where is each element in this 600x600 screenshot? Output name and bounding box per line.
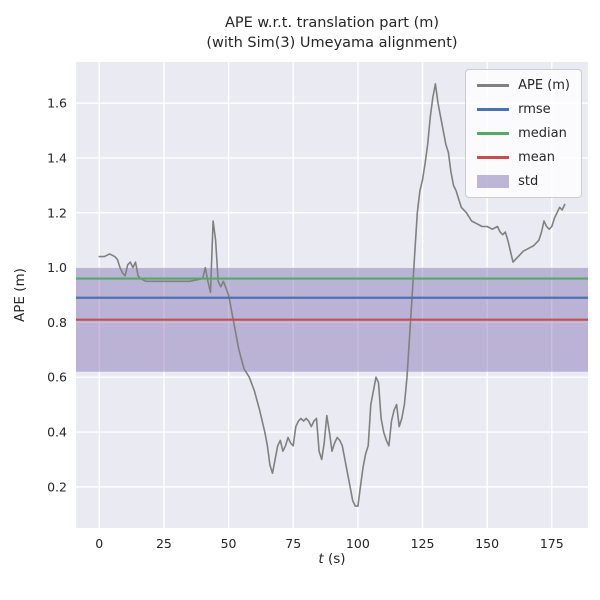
y-tick-label: 0.4 [47,425,67,440]
x-tick-label: 175 [540,536,564,551]
x-axis-label-symbol: t [318,551,324,567]
y-tick-label: 1.4 [47,150,67,165]
y-tick-label: 0.8 [47,315,67,330]
y-axis-label: APE (m) [12,268,28,322]
ape-line [98,83,566,507]
x-tick-label: 125 [411,536,435,551]
x-tick-label: 0 [95,536,103,551]
x-tick-label: 75 [285,536,301,551]
legend-item-rmse: rmse [477,101,570,118]
mean-line-sample [477,156,510,159]
legend-label-ape: APE (m) [518,78,570,93]
x-axis-label-unit: (s) [323,551,346,567]
legend: APE (m) rmse median mean std [465,69,582,198]
y-tick-label: 0.2 [47,479,67,494]
x-tick-label: 150 [475,536,499,551]
legend-label-mean: mean [518,150,555,165]
legend-label-median: median [518,126,567,141]
y-tick-label: 1.6 [47,96,67,111]
legend-label-std: std [518,174,539,189]
chart-title-line2: (with Sim(3) Umeyama alignment) [206,35,458,52]
y-tick-label: 1.0 [47,260,67,275]
legend-item-median: median [477,125,570,142]
chart-title-line1: APE w.r.t. translation part (m) [224,15,440,31]
x-tick-label: 50 [221,536,237,551]
y-tick-label: 0.6 [47,370,67,385]
x-tick-label: 100 [346,536,370,551]
median-line-sample [477,132,510,135]
legend-item-mean: mean [477,149,570,166]
legend-item-std: std [477,173,570,190]
chart-title: APE w.r.t. translation part (m) (with Si… [76,13,588,54]
legend-item-ape: APE (m) [477,77,570,94]
legend-label-rmse: rmse [518,102,551,117]
x-axis-label: t (s) [76,551,588,567]
x-tick-label: 25 [156,536,172,551]
rmse-line-sample [477,108,510,111]
ape-line-sample [477,84,510,87]
y-tick-label: 1.2 [47,205,67,220]
std-patch-sample [477,175,510,188]
